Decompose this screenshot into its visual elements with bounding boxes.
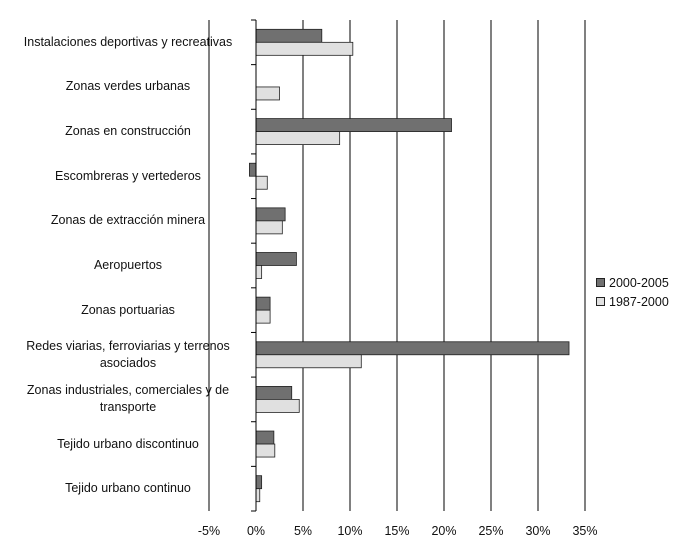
category-label-9: Tejido urbano discontinuo: [57, 436, 199, 451]
legend-swatch-series-2: [596, 297, 605, 306]
bar-2-0: [255, 41, 354, 56]
legend: 2000-2005 1987-2000: [596, 273, 669, 311]
legend-item-series-2: 1987-2000: [596, 292, 669, 311]
bar-1-7: [255, 341, 570, 356]
x-tick-label-2: 5%: [294, 524, 312, 538]
bar-1-2: [255, 118, 452, 132]
bar-2-9: [255, 443, 276, 458]
x-axis: [251, 19, 257, 512]
bar-2-5: [255, 265, 263, 279]
bar-1-4: [255, 207, 286, 222]
bar-2-4: [255, 220, 283, 235]
category-label-2: Zonas en construcción: [65, 124, 191, 139]
bar-1-5: [255, 252, 297, 266]
category-label-3: Escombreras y vertederos: [55, 168, 201, 183]
category-label-1: Zonas verdes urbanas: [65, 79, 191, 94]
bar-2-2: [255, 131, 341, 145]
x-tick-labels: -5% 0% 5% 10% 15% 20% 25% 30% 35%: [198, 524, 598, 538]
category-label-7: Redes viarias, ferroviarias y terrenos a…: [26, 338, 230, 370]
bar-2-7: [255, 354, 362, 369]
bar-2-10: [255, 488, 261, 503]
bar-1-10: [255, 475, 263, 490]
x-tick-label-1: 0%: [247, 524, 265, 538]
legend-label-series-2: 1987-2000: [609, 294, 669, 309]
bar-2-6: [255, 309, 271, 324]
bar-2-8: [255, 399, 300, 413]
bar-1-0: [255, 28, 323, 43]
gridlines: [208, 20, 586, 511]
x-tick-label-5: 20%: [431, 524, 456, 538]
bars: [249, 28, 570, 503]
category-label-6: Zonas portuarias: [81, 302, 175, 317]
bar-1-9: [255, 430, 275, 445]
x-tick-label-0: -5%: [198, 524, 220, 538]
bar-2-3: [255, 175, 268, 190]
category-label-10: Tejido urbano continuo: [65, 481, 191, 496]
category-label-0: Instalaciones deportivas y recreativas: [23, 34, 233, 49]
x-tick-label-3: 10%: [337, 524, 362, 538]
bar-1-3: [249, 162, 257, 177]
bar-1-6: [255, 296, 271, 311]
x-tick-label-7: 30%: [525, 524, 550, 538]
legend-item-series-1: 2000-2005: [596, 273, 669, 292]
legend-swatch-series-1: [596, 278, 605, 287]
bar-2-1: [255, 86, 280, 101]
x-tick-label-6: 25%: [478, 524, 503, 538]
legend-label-series-1: 2000-2005: [609, 275, 669, 290]
bar-1-8: [255, 386, 293, 400]
category-label-4: Zonas de extracción minera: [50, 213, 206, 228]
category-label-8: Zonas industriales, comerciales y de tra…: [26, 383, 230, 415]
x-tick-label-4: 15%: [384, 524, 409, 538]
category-label-5: Aeropuertos: [93, 258, 163, 272]
x-tick-label-8: 35%: [572, 524, 597, 538]
